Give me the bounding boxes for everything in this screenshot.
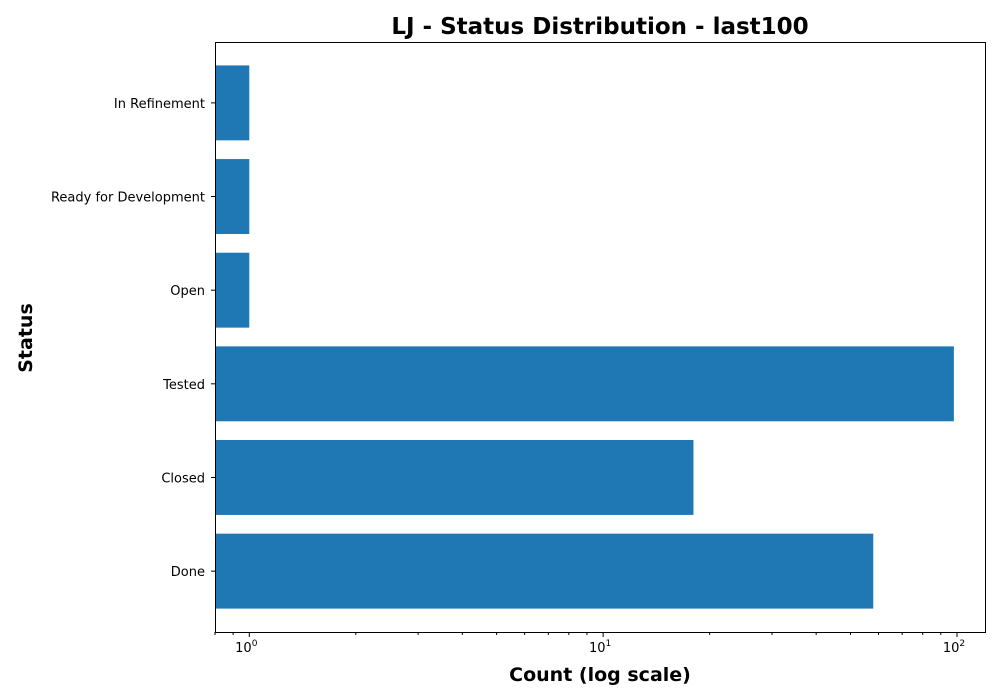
x-tick-label: 101: [589, 639, 611, 656]
bar-tested: [215, 346, 954, 422]
y-tick-label: Ready for Development: [51, 191, 205, 206]
bar-open: [215, 252, 250, 328]
y-tick-label: Closed: [161, 471, 205, 486]
y-tick-label: In Refinement: [114, 97, 205, 112]
bar-ready-for-development: [215, 159, 250, 234]
y-tick-label: Done: [171, 565, 205, 580]
y-tick-label: Tested: [162, 378, 205, 393]
chart-title: LJ - Status Distribution - last100: [391, 14, 808, 40]
plot-frame: [215, 42, 986, 633]
x-tick-label: 102: [943, 639, 965, 656]
x-axis-ticks: 100 101 102: [214, 632, 965, 656]
bar-done: [215, 533, 874, 609]
bar-closed: [215, 440, 694, 515]
y-tick-label: Open: [170, 284, 205, 299]
bar-in-refinement: [215, 65, 250, 141]
x-tick-label: 100: [235, 639, 258, 656]
bars-group: [215, 65, 954, 609]
y-axis-ticks: Done Closed Tested Open Ready for Developmen…: [51, 97, 215, 580]
y-axis-label: Status: [15, 303, 37, 373]
x-axis-label: Count (log scale): [509, 664, 691, 686]
